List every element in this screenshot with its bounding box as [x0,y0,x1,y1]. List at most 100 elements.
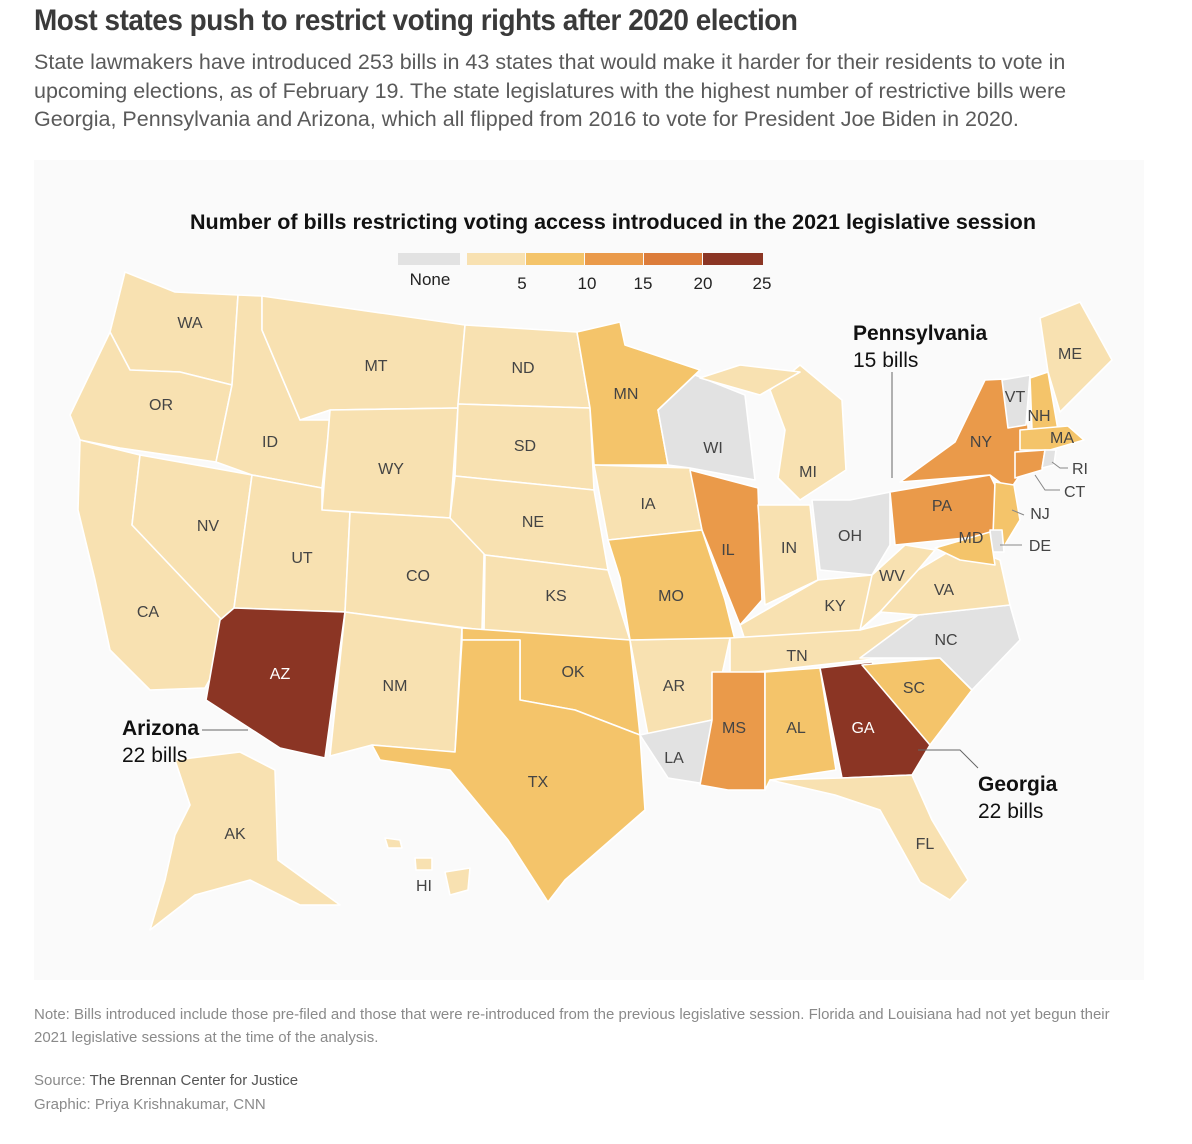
label-il: IL [721,542,734,559]
legend-tick-20: 20 [694,274,713,293]
label-ak: AK [224,826,246,843]
label-ms: MS [722,720,746,737]
label-ok: OK [561,664,584,681]
state-ct [1014,449,1046,479]
label-ia: IA [640,496,655,513]
state-az [205,607,346,759]
dek: State lawmakers have introduced 253 bill… [34,50,1067,131]
state-ma [1019,425,1085,451]
state-md [934,531,996,566]
label-mi: MI [799,464,817,481]
callout-pennsylvania-bills: 15 bills [853,349,918,372]
label-vt: VT [1005,389,1026,406]
legend-tick-10: 10 [578,274,597,293]
label-ar: AR [663,678,685,695]
label-wa: WA [177,315,203,332]
legend-none-label: None [410,270,451,289]
state-fl [769,774,969,901]
leader-ct [1034,474,1060,491]
state-ri [1041,449,1057,469]
label-ut: UT [291,550,313,567]
label-oh: OH [838,528,862,545]
label-de: DE [1029,538,1051,555]
state-mi [769,364,847,501]
label-sd: SD [514,438,536,455]
state-wv [859,544,936,631]
label-sc: SC [903,680,925,697]
label-la: LA [664,750,684,767]
state-hi [384,837,403,849]
source-name: The Brennan Center for Justice [89,1072,299,1089]
label-mt: MT [364,358,387,375]
callout-arizona-bills: 22 bills [122,744,187,767]
leader-nj [1011,509,1025,516]
label-az: AZ [270,666,291,683]
label-nj: NJ [1030,506,1050,523]
label-pa: PA [932,498,952,515]
state-il [689,469,763,626]
source-block: Source: The Brennan Center for Justice G… [34,1069,298,1117]
chart-title: Number of bills restricting voting acces… [190,210,1036,234]
callout-arizona-name: Arizona [122,717,199,740]
state-oh [811,491,891,576]
label-ne: NE [522,514,544,531]
state-hi-2 [414,857,433,871]
legend-tick-25: 25 [753,274,772,293]
label-tx: TX [528,774,549,791]
legend-swatch-2 [526,253,584,265]
label-al: AL [786,720,806,737]
label-nd: ND [511,360,534,377]
legend-swatch-3 [585,253,643,265]
callout-georgia-name: Georgia [978,773,1058,796]
callout-georgia-bills: 22 bills [978,800,1043,823]
label-id: ID [262,434,278,451]
label-va: VA [934,582,954,599]
headline: Most states push to restrict voting righ… [34,4,798,37]
label-ga: GA [851,720,874,737]
label-mn: MN [614,386,639,403]
label-nc: NC [934,632,957,649]
state-al [764,667,837,791]
legend-tick-5: 5 [517,274,526,293]
legend-swatch-5 [703,253,763,265]
callout-pennsylvania: Pennsylvania 15 bills [853,322,988,478]
label-ma: MA [1050,430,1074,447]
legend-tick-15: 15 [634,274,653,293]
label-wi: WI [703,440,723,457]
label-ny: NY [970,434,993,451]
legend-swatch-none [398,253,460,265]
source-label: Source: [34,1072,86,1089]
state-me [1039,301,1113,413]
label-ct: CT [1064,484,1086,501]
state-ga [819,661,931,779]
leader-ri [1051,461,1068,469]
state-ak [149,751,341,931]
graphic-credit: Graphic: Priya Krishnakumar, CNN [34,1096,266,1113]
legend-swatch-1 [467,253,525,265]
label-nm: NM [383,678,408,695]
label-ks: KS [545,588,566,605]
state-tx [371,639,646,903]
state-ny [899,377,1031,491]
label-hi: HI [416,878,432,895]
label-nv: NV [197,518,220,535]
state-hi-3 [444,867,471,896]
label-wv: WV [879,568,905,585]
legend: None 5 10 15 20 25 [398,253,771,293]
footnote: Note: Bills introduced include those pre… [34,1006,1110,1046]
label-ky: KY [824,598,846,615]
choropleth-map: None 5 10 15 20 25 [69,253,1113,931]
label-in: IN [781,540,797,557]
callout-pennsylvania-name: Pennsylvania [853,322,988,345]
label-tn: TN [786,648,807,665]
state-mi-up [699,364,801,396]
label-me: ME [1058,346,1082,363]
label-co: CO [406,568,430,585]
legend-swatch-4 [644,253,702,265]
label-fl: FL [916,836,935,853]
label-ca: CA [137,604,160,621]
callout-georgia: Georgia 22 bills [918,749,1058,823]
state-vt [1001,374,1031,429]
label-nh: NH [1027,408,1050,425]
callout-arizona: Arizona 22 bills [122,717,248,767]
